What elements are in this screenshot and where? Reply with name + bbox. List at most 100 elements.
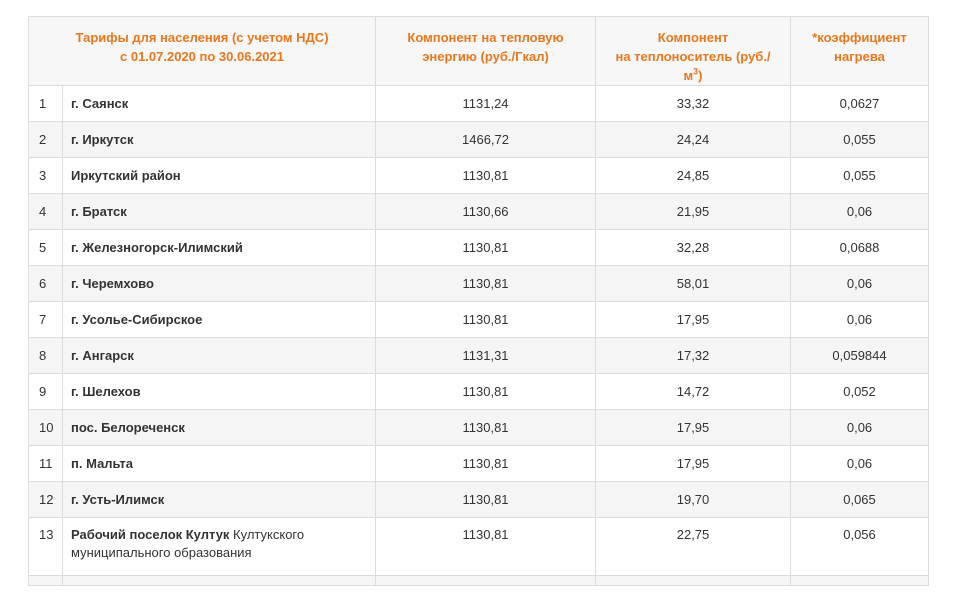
header-place: Тарифы для населения (с учетом НДС) с 01… — [27, 16, 377, 86]
row-place-name: п. Мальта — [71, 455, 133, 471]
row-coef: 0,06 — [790, 445, 930, 482]
table-row: 1 г. Саянск 1131,24 33,32 0,0627 — [28, 85, 930, 122]
row-cell-empty — [28, 575, 63, 586]
table-row: 13 Рабочий поселок Култук Култукского му… — [28, 517, 930, 576]
row-place-name: г. Шелехов — [71, 383, 141, 399]
row-place-name: Рабочий поселок Култук — [71, 527, 230, 542]
row-place-name: г. Усть-Илимск — [71, 491, 165, 507]
row-place-name: г. Иркутск — [71, 131, 134, 147]
row-carrier: 21,95 — [595, 193, 792, 230]
table-body: 1 г. Саянск 1131,24 33,32 0,0627 2 г. Ир… — [28, 85, 930, 586]
row-coef: 0,052 — [790, 373, 930, 410]
table-row: 3 Иркутский район 1130,81 24,85 0,055 — [28, 157, 930, 194]
row-heat: 1131,24 — [375, 85, 597, 122]
row-place: пос. Белореченск — [61, 409, 377, 446]
row-index: 7 — [28, 301, 63, 338]
row-place: г. Усть-Илимск — [61, 481, 377, 518]
row-coef: 0,055 — [790, 121, 930, 158]
row-heat: 1131,31 — [375, 337, 597, 374]
row-cell-empty — [790, 575, 930, 586]
header-place-line1: Тарифы для населения (с учетом НДС) — [75, 30, 329, 45]
header-carrier-unit-end: ) — [698, 68, 703, 83]
table-row: 9 г. Шелехов 1130,81 14,72 0,052 — [28, 373, 930, 410]
row-place: г. Братск — [61, 193, 377, 230]
row-coef: 0,06 — [790, 265, 930, 302]
table-row: 7 г. Усолье-Сибирское 1130,81 17,95 0,06 — [28, 301, 930, 338]
row-place-name: г. Саянск — [71, 95, 129, 111]
row-place: г. Саянск — [61, 85, 377, 122]
row-heat: 1130,81 — [375, 265, 597, 302]
row-cell-empty — [375, 575, 597, 586]
row-coef: 0,055 — [790, 157, 930, 194]
row-heat: 1466,72 — [375, 121, 597, 158]
header-coef-line2: нагрева — [834, 49, 885, 64]
row-heat: 1130,81 — [375, 409, 597, 446]
row-carrier: 14,72 — [595, 373, 792, 410]
row-index: 5 — [28, 229, 63, 266]
row-index: 6 — [28, 265, 63, 302]
row-carrier: 24,24 — [595, 121, 792, 158]
row-coef: 0,06 — [790, 301, 930, 338]
row-place: г. Железногорск-Илимский — [61, 229, 377, 266]
row-place-name: г. Братск — [71, 203, 127, 219]
row-index: 10 — [28, 409, 63, 446]
header-carrier-line1: Компонент — [657, 30, 729, 45]
table-row: 2 г. Иркутск 1466,72 24,24 0,055 — [28, 121, 930, 158]
row-heat: 1130,81 — [375, 229, 597, 266]
row-index: 9 — [28, 373, 63, 410]
row-heat: 1130,66 — [375, 193, 597, 230]
row-place: г. Шелехов — [61, 373, 377, 410]
row-heat: 1130,81 — [375, 157, 597, 194]
row-carrier: 17,95 — [595, 445, 792, 482]
header-coef: *коэффициент нагрева — [790, 16, 930, 86]
table-row: 11 п. Мальта 1130,81 17,95 0,06 — [28, 445, 930, 482]
row-place: Рабочий поселок Култук Култукского муниц… — [61, 517, 377, 576]
row-carrier: 19,70 — [595, 481, 792, 518]
row-index: 2 — [28, 121, 63, 158]
row-index: 4 — [28, 193, 63, 230]
row-index: 12 — [28, 481, 63, 518]
row-place-extra: Култукского муниципального образования — [71, 527, 305, 560]
table-row: 8 г. Ангарск 1131,31 17,32 0,059844 — [28, 337, 930, 374]
row-place-name: г. Черемхово — [71, 275, 154, 291]
header-coef-line1: *коэффициент — [812, 30, 907, 45]
row-carrier: 17,95 — [595, 409, 792, 446]
row-cell-empty — [595, 575, 792, 586]
row-place-name: Иркутский район — [71, 167, 181, 183]
row-place: п. Мальта — [61, 445, 377, 482]
row-coef: 0,0627 — [790, 85, 930, 122]
row-place: Иркутский район — [61, 157, 377, 194]
table-row: 10 пос. Белореченск 1130,81 17,95 0,06 — [28, 409, 930, 446]
row-heat: 1130,81 — [375, 517, 597, 576]
row-index: 3 — [28, 157, 63, 194]
row-index: 1 — [28, 85, 63, 122]
row-heat: 1130,81 — [375, 373, 597, 410]
row-index: 8 — [28, 337, 63, 374]
row-cell-empty — [61, 575, 377, 586]
row-carrier: 17,95 — [595, 301, 792, 338]
row-index: 13 — [28, 517, 63, 576]
table-row: 5 г. Железногорск-Илимский 1130,81 32,28… — [28, 229, 930, 266]
row-coef: 0,065 — [790, 481, 930, 518]
row-heat: 1130,81 — [375, 481, 597, 518]
row-carrier: 24,85 — [595, 157, 792, 194]
row-carrier: 33,32 — [595, 85, 792, 122]
row-place: г. Ангарск — [61, 337, 377, 374]
row-place-name: пос. Белореченск — [71, 419, 185, 435]
row-carrier: 32,28 — [595, 229, 792, 266]
row-carrier: 58,01 — [595, 265, 792, 302]
row-coef: 0,0688 — [790, 229, 930, 266]
header-carrier: Компонент на теплоноситель (руб./ м3) — [595, 16, 792, 86]
header-heat-line2: энергию (руб./Гкал) — [422, 49, 549, 64]
table-row-partial — [28, 575, 930, 586]
row-coef: 0,06 — [790, 193, 930, 230]
table-row: 12 г. Усть-Илимск 1130,81 19,70 0,065 — [28, 481, 930, 518]
table-header-row: Тарифы для населения (с учетом НДС) с 01… — [27, 16, 930, 86]
header-carrier-line3: м3) — [604, 66, 782, 85]
tariffs-table: Тарифы для населения (с учетом НДС) с 01… — [27, 16, 930, 586]
row-carrier: 22,75 — [595, 517, 792, 576]
row-carrier: 17,32 — [595, 337, 792, 374]
row-coef: 0,06 — [790, 409, 930, 446]
row-place: г. Иркутск — [61, 121, 377, 158]
row-place-name: г. Железногорск-Илимский — [71, 239, 243, 255]
